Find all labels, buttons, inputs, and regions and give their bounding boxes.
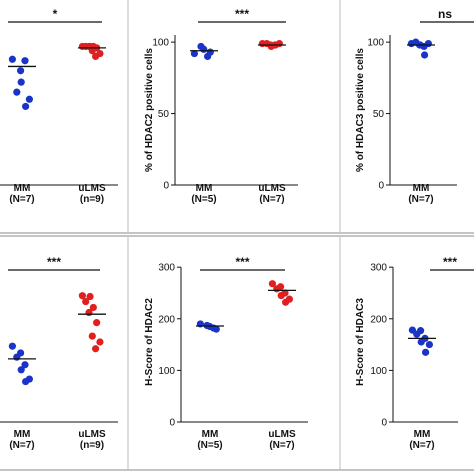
- data-point: [421, 51, 429, 59]
- category-label: (N=7): [9, 194, 34, 205]
- data-point: [277, 291, 285, 300]
- y-axis-label: % of HDAC3 positive cells: [355, 48, 366, 172]
- category-label: MM: [414, 429, 431, 440]
- category-label: (N=5): [191, 194, 216, 205]
- significance-label: *: [53, 7, 58, 21]
- category-label: MM: [413, 183, 430, 194]
- panel-5: 0 100 200 300 H-Score of HDAC2 *** MM(N=5) uLMS…: [144, 255, 308, 451]
- category-label: (N=7): [9, 440, 34, 451]
- data-point: [190, 49, 198, 58]
- data-point: [425, 340, 433, 349]
- y-tick-label: 100: [158, 366, 175, 377]
- data-point: [82, 297, 90, 306]
- data-point: [89, 303, 97, 312]
- data-point: [417, 338, 425, 346]
- category-label: MM: [202, 429, 219, 440]
- category-label: uLMS: [78, 429, 106, 440]
- data-point: [96, 338, 104, 346]
- data-point: [17, 67, 25, 75]
- data-point: [25, 95, 33, 103]
- data-point: [17, 366, 25, 374]
- y-tick-label: 100: [152, 38, 169, 49]
- y-tick-label: 0: [169, 418, 175, 429]
- category-label: (N=5): [197, 440, 222, 451]
- data-point: [8, 55, 16, 63]
- data-point: [21, 57, 29, 65]
- data-point: [424, 39, 432, 48]
- panel-4: *** MM(N=7) uLMS(n=9): [0, 255, 118, 451]
- data-point: [197, 42, 205, 51]
- significance-label: ***: [47, 255, 61, 269]
- panel-6: 0 100 200 300 H-Score of HDAC3 *** MM(N=7): [355, 255, 474, 451]
- y-tick-label: 200: [370, 314, 387, 325]
- data-point: [22, 377, 30, 386]
- category-label: (N=7): [269, 440, 294, 451]
- category-label: uLMS: [78, 183, 106, 194]
- category-label: MM: [14, 429, 31, 440]
- category-label: (N=7): [409, 440, 434, 451]
- data-point: [413, 330, 421, 338]
- y-axis-label: H-Score of HDAC2: [144, 298, 155, 386]
- data-point: [92, 345, 100, 353]
- data-point: [422, 348, 430, 356]
- panel-1: * MM(N=7) uLMS(n=9): [0, 7, 118, 205]
- y-tick-label: 50: [158, 109, 170, 120]
- data-point: [92, 52, 100, 61]
- category-label: (N=7): [259, 194, 284, 205]
- data-point: [22, 102, 30, 111]
- data-point: [78, 292, 86, 300]
- significance-label: ns: [438, 7, 452, 21]
- category-label: uLMS: [258, 183, 286, 194]
- significance-label: ***: [443, 255, 457, 269]
- panel-2: 0 50 100% of HDAC2 positive cells *** MM(N=5…: [144, 7, 298, 205]
- data-point: [21, 361, 29, 369]
- y-tick-label: 100: [367, 38, 384, 49]
- data-point: [204, 52, 212, 61]
- y-tick-label: 300: [370, 263, 387, 274]
- data-point: [282, 298, 290, 306]
- data-point: [13, 353, 21, 361]
- y-tick-label: 50: [373, 109, 385, 120]
- y-tick-label: 200: [158, 314, 175, 325]
- data-point: [17, 78, 25, 86]
- data-point: [268, 280, 276, 288]
- significance-label: ***: [235, 255, 249, 269]
- panel-3: 0 50 100% of HDAC3 positive cells ns MM(N=7): [355, 7, 474, 205]
- data-point: [8, 342, 16, 350]
- data-point: [86, 292, 94, 301]
- category-label: (n=9): [80, 194, 104, 205]
- data-point: [13, 88, 21, 96]
- category-label: MM: [14, 183, 31, 194]
- category-label: uLMS: [268, 429, 296, 440]
- y-axis-label: % of HDAC2 positive cells: [144, 48, 155, 172]
- y-tick-label: 0: [378, 181, 384, 192]
- y-tick-label: 0: [381, 418, 387, 429]
- category-label: (n=9): [80, 440, 104, 451]
- data-point: [273, 285, 281, 293]
- data-point: [93, 319, 101, 327]
- category-label: MM: [196, 183, 213, 194]
- data-point: [88, 47, 96, 55]
- y-tick-label: 100: [370, 366, 387, 377]
- category-label: (N=7): [408, 194, 433, 205]
- significance-label: ***: [235, 7, 249, 21]
- y-axis-label: H-Score of HDAC3: [355, 298, 366, 386]
- data-point: [85, 308, 93, 317]
- data-point: [88, 332, 96, 340]
- y-tick-label: 0: [163, 181, 169, 192]
- y-tick-label: 300: [158, 263, 175, 274]
